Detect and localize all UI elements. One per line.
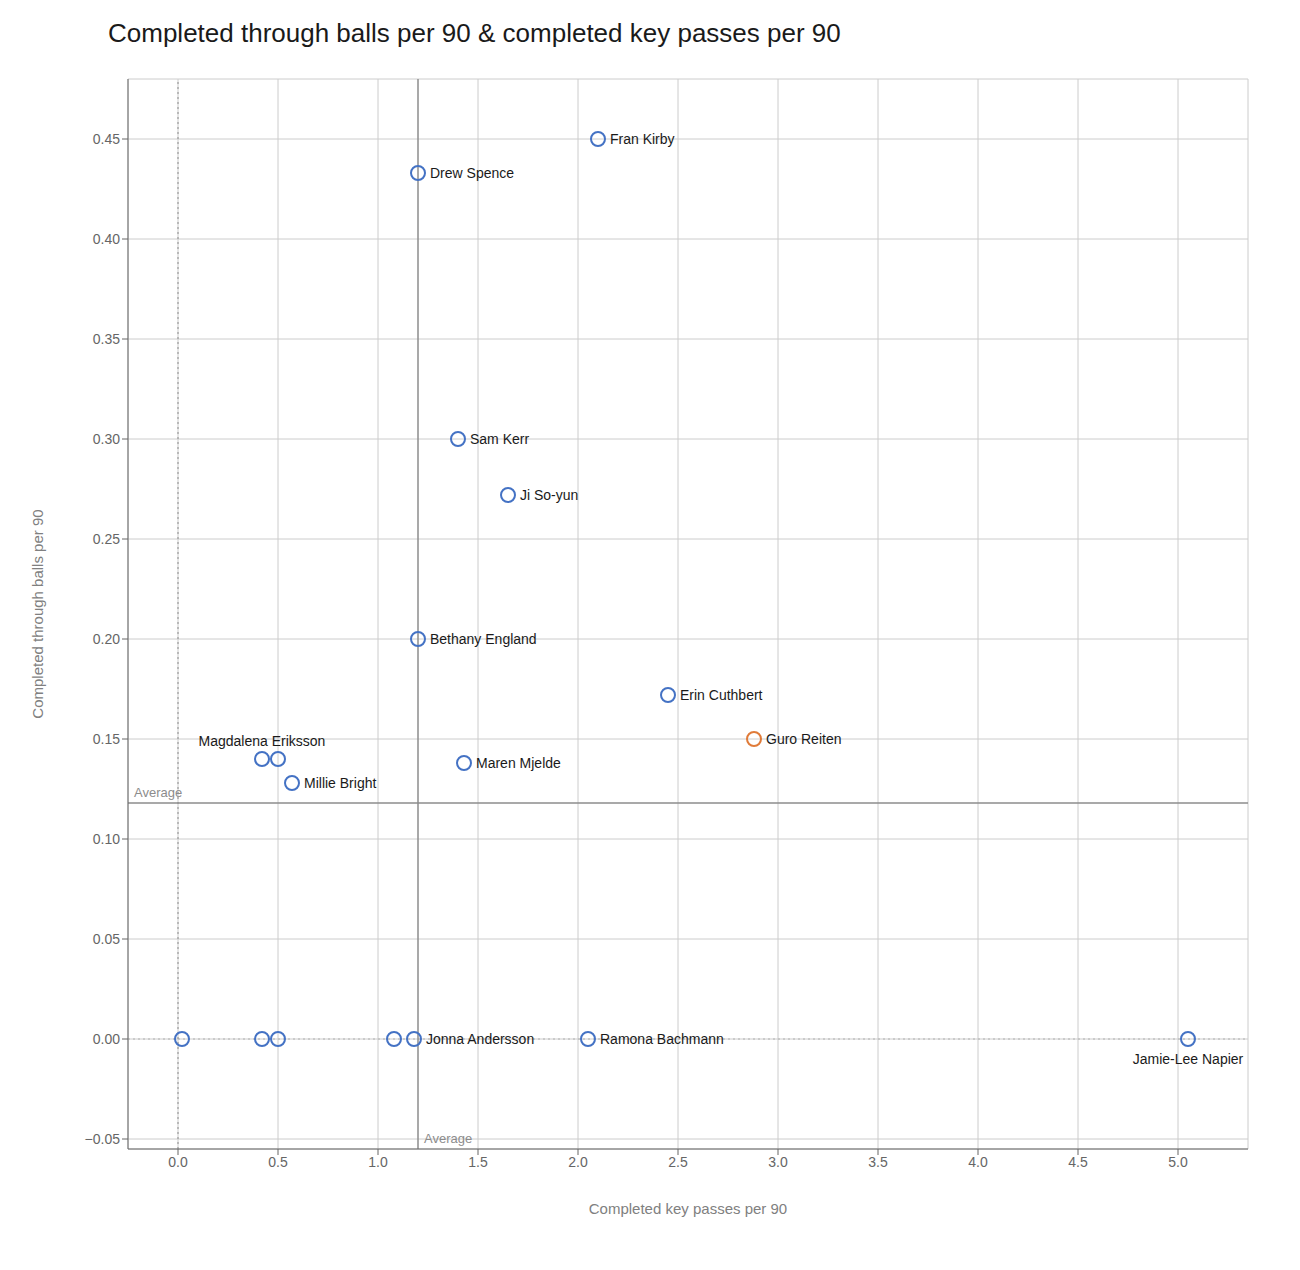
svg-text:1.0: 1.0 bbox=[368, 1154, 388, 1170]
svg-text:Sam Kerr: Sam Kerr bbox=[470, 431, 529, 447]
svg-text:0.00: 0.00 bbox=[93, 1031, 120, 1047]
svg-text:0.25: 0.25 bbox=[93, 531, 120, 547]
svg-text:0.10: 0.10 bbox=[93, 831, 120, 847]
svg-text:Jonna Andersson: Jonna Andersson bbox=[426, 1031, 534, 1047]
svg-text:Guro Reiten: Guro Reiten bbox=[766, 731, 841, 747]
svg-text:0.40: 0.40 bbox=[93, 231, 120, 247]
svg-text:Magdalena Eriksson: Magdalena Eriksson bbox=[199, 733, 326, 749]
svg-text:Completed key passes per 90: Completed key passes per 90 bbox=[589, 1200, 787, 1217]
svg-text:1.5: 1.5 bbox=[468, 1154, 488, 1170]
svg-text:3.0: 3.0 bbox=[768, 1154, 788, 1170]
svg-text:Ramona Bachmann: Ramona Bachmann bbox=[600, 1031, 724, 1047]
svg-text:5.0: 5.0 bbox=[1168, 1154, 1188, 1170]
svg-text:0.15: 0.15 bbox=[93, 731, 120, 747]
svg-text:Maren Mjelde: Maren Mjelde bbox=[476, 755, 561, 771]
svg-text:2.5: 2.5 bbox=[668, 1154, 688, 1170]
svg-text:Drew Spence: Drew Spence bbox=[430, 165, 514, 181]
svg-text:0.0: 0.0 bbox=[168, 1154, 188, 1170]
svg-text:Ji So-yun: Ji So-yun bbox=[520, 487, 578, 503]
svg-text:3.5: 3.5 bbox=[868, 1154, 888, 1170]
svg-text:4.5: 4.5 bbox=[1068, 1154, 1088, 1170]
svg-text:0.20: 0.20 bbox=[93, 631, 120, 647]
svg-text:2.0: 2.0 bbox=[568, 1154, 588, 1170]
svg-text:Jamie-Lee Napier: Jamie-Lee Napier bbox=[1133, 1051, 1244, 1067]
svg-text:Completed through balls per 90: Completed through balls per 90 bbox=[29, 509, 46, 718]
svg-text:−0.05: −0.05 bbox=[85, 1131, 121, 1147]
svg-text:Average: Average bbox=[424, 1131, 472, 1146]
svg-text:0.30: 0.30 bbox=[93, 431, 120, 447]
svg-text:0.5: 0.5 bbox=[268, 1154, 288, 1170]
svg-text:Fran Kirby: Fran Kirby bbox=[610, 131, 675, 147]
html-text:Completed through balls per 90: Completed through balls per 90 & complet… bbox=[108, 18, 841, 48]
svg-text:Bethany England: Bethany England bbox=[430, 631, 537, 647]
svg-text:Erin Cuthbert: Erin Cuthbert bbox=[680, 687, 763, 703]
svg-text:0.05: 0.05 bbox=[93, 931, 120, 947]
svg-text:Millie Bright: Millie Bright bbox=[304, 775, 376, 791]
svg-text:0.45: 0.45 bbox=[93, 131, 120, 147]
svg-text:Average: Average bbox=[134, 785, 182, 800]
svg-text:0.35: 0.35 bbox=[93, 331, 120, 347]
svg-text:4.0: 4.0 bbox=[968, 1154, 988, 1170]
